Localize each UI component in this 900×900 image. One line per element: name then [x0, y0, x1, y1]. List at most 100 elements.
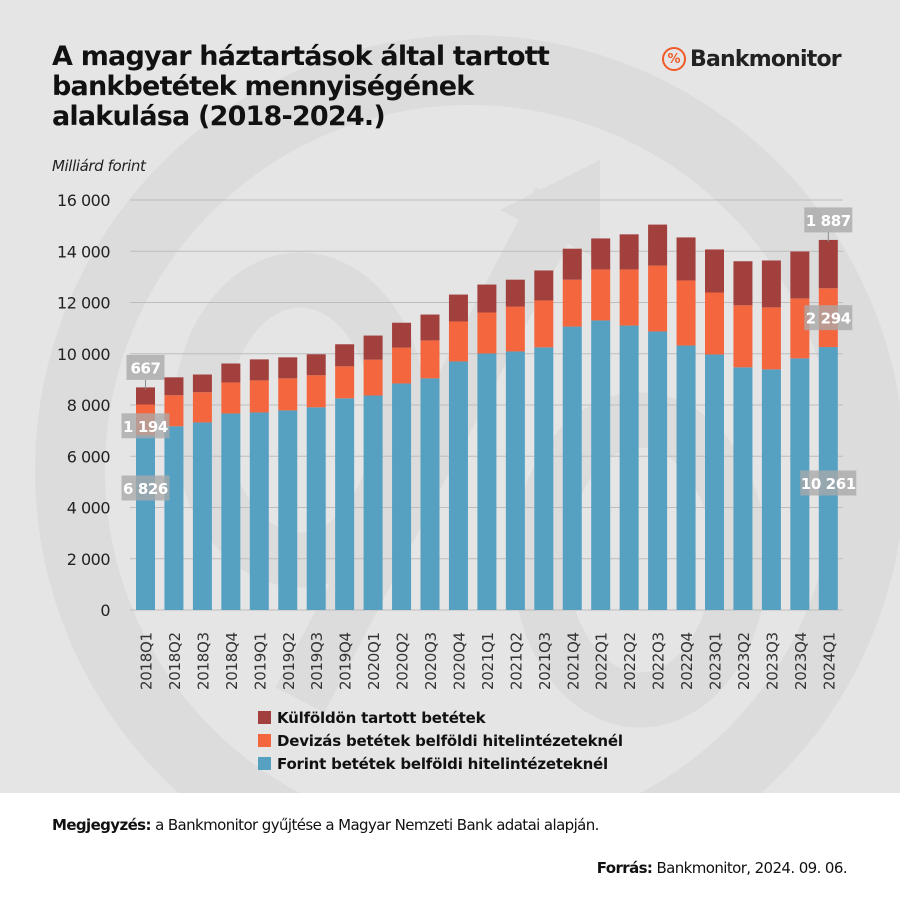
bar-segment-forint: [562, 326, 582, 610]
bar-segment-deviza: [648, 265, 668, 332]
bar-segment-forint: [761, 369, 781, 610]
bar-segment-forint: [648, 331, 668, 610]
note-label: Megjegyzés:: [52, 816, 152, 834]
chart-legend: Külföldön tartott betétek Devizás betéte…: [258, 706, 623, 775]
bar-segment-kulfold: [448, 294, 468, 322]
x-tick-label: 2019Q1: [251, 632, 269, 690]
bar-segment-deviza: [534, 300, 554, 348]
stacked-bar-chart: 0 2 000 4 000 6 000 8 000 10 000 12 000 14 000 1…: [57, 191, 857, 690]
bar-segment-forint: [505, 351, 525, 610]
bar-segment-kulfold: [278, 357, 298, 379]
x-tick-label: 2018Q1: [138, 632, 156, 690]
data-label-box: [121, 413, 170, 439]
data-label-box: [804, 207, 853, 233]
bar-segment-kulfold: [477, 284, 497, 313]
bar-segment-kulfold: [306, 354, 326, 376]
bar-segment-kulfold: [363, 335, 383, 360]
bar-segment-deviza: [761, 307, 781, 370]
y-tick-label: 8 000: [67, 396, 111, 415]
x-tick-label: 2023Q3: [763, 632, 781, 690]
bar-segment-forint: [363, 395, 383, 610]
bar-segment-forint: [221, 413, 241, 610]
x-tick-label: 2018Q3: [194, 632, 212, 690]
x-tick-label: 2021Q4: [564, 632, 582, 690]
bar-segment-forint: [136, 435, 155, 610]
x-tick-label: 2022Q1: [593, 632, 611, 690]
x-tick-label: 2023Q2: [735, 632, 753, 690]
bar-segment-deviza: [363, 359, 383, 396]
source-label: Forrás:: [596, 859, 653, 877]
bar-segment-kulfold: [420, 314, 440, 341]
x-tick-label: 2019Q3: [308, 632, 326, 690]
bar-segment-kulfold: [733, 261, 753, 306]
bankmonitor-logo: % Bankmonitor: [662, 44, 842, 74]
bar-segment-forint: [534, 347, 554, 610]
bar-segment-kulfold: [818, 239, 838, 289]
data-label-box: [800, 470, 857, 496]
bar-segment-deviza: [591, 269, 611, 321]
bar-segment-deviza: [705, 292, 724, 355]
bar-segment-kulfold: [335, 344, 355, 367]
bar-segment-kulfold: [562, 248, 582, 280]
data-label: 2 294: [806, 310, 851, 328]
legend-swatch-deviza: [258, 734, 271, 747]
bar-segment-forint: [306, 407, 326, 610]
legend-swatch-kulfold: [258, 711, 271, 724]
y-tick-label: 12 000: [57, 294, 110, 313]
bar-segment-deviza: [420, 340, 440, 379]
x-tick-label: 2020Q1: [365, 632, 383, 690]
bar-segment-deviza: [448, 321, 468, 362]
y-tick-label: 4 000: [67, 499, 111, 518]
bar-segment-forint: [278, 410, 298, 610]
bar-segment-deviza: [306, 375, 326, 408]
y-tick-label: 2 000: [67, 550, 111, 569]
bar-segment-kulfold: [136, 387, 155, 405]
x-tick-label: 2021Q3: [536, 632, 554, 690]
bar-segment-deviza: [505, 306, 525, 352]
y-tick-label: 6 000: [67, 447, 111, 466]
x-tick-label: 2023Q4: [792, 632, 810, 690]
bar-segment-kulfold: [676, 237, 696, 281]
bar-segment-kulfold: [790, 251, 810, 299]
x-tick-label: 2024Q1: [820, 632, 838, 690]
bar-segment-deviza: [192, 392, 212, 423]
x-tick-label: 2021Q1: [479, 632, 497, 690]
bar-segment-forint: [477, 353, 497, 610]
note-text: a Bankmonitor gyűjtése a Magyar Nemzeti …: [150, 816, 599, 834]
title-line: A magyar háztartások által tartott: [52, 41, 550, 72]
bar-segment-forint: [420, 378, 440, 610]
data-label-box: [804, 305, 853, 331]
bar-segment-kulfold: [648, 224, 668, 266]
data-label: 1 887: [806, 212, 851, 230]
bar-segment-forint: [164, 426, 184, 610]
bar-segment-kulfold: [761, 260, 781, 308]
bar-segment-deviza: [676, 280, 696, 346]
bar-segment-deviza: [249, 380, 269, 413]
bar-segment-deviza: [392, 347, 412, 384]
bar-segment-forint: [335, 398, 355, 610]
x-tick-label: 2020Q3: [422, 632, 440, 690]
footnote: Megjegyzés: a Bankmonitor gyűjtése a Mag…: [52, 816, 599, 834]
legend-item-kulfold: Külföldön tartott betétek: [258, 706, 623, 729]
y-tick-label: 0: [100, 601, 110, 620]
bar-segment-kulfold: [591, 238, 611, 270]
bar-segment-deviza: [477, 312, 497, 354]
bar-segment-kulfold: [505, 279, 525, 307]
bar-segment-kulfold: [392, 322, 412, 348]
bar-segment-forint: [790, 358, 810, 610]
bar-segment-deviza: [221, 382, 241, 414]
x-tick-label: 2020Q4: [450, 632, 468, 690]
y-tick-label: 16 000: [57, 191, 110, 210]
bar-segment-deviza: [278, 378, 298, 411]
x-tick-label: 2018Q4: [223, 632, 241, 690]
bar-segment-forint: [392, 383, 412, 610]
bar-segment-kulfold: [249, 359, 269, 381]
bar-segment-forint: [705, 354, 724, 610]
data-label: 6 826: [123, 480, 168, 498]
data-label-box: [126, 354, 165, 380]
title-line: bankbetétek mennyiségének: [52, 71, 474, 102]
source-line: Forrás: Bankmonitor, 2024. 09. 06.: [596, 859, 848, 877]
x-tick-label: 2022Q4: [678, 632, 696, 690]
x-tick-label: 2019Q4: [337, 632, 355, 690]
legend-item-forint: Forint betétek belföldi hitelintézetekné…: [258, 752, 623, 775]
